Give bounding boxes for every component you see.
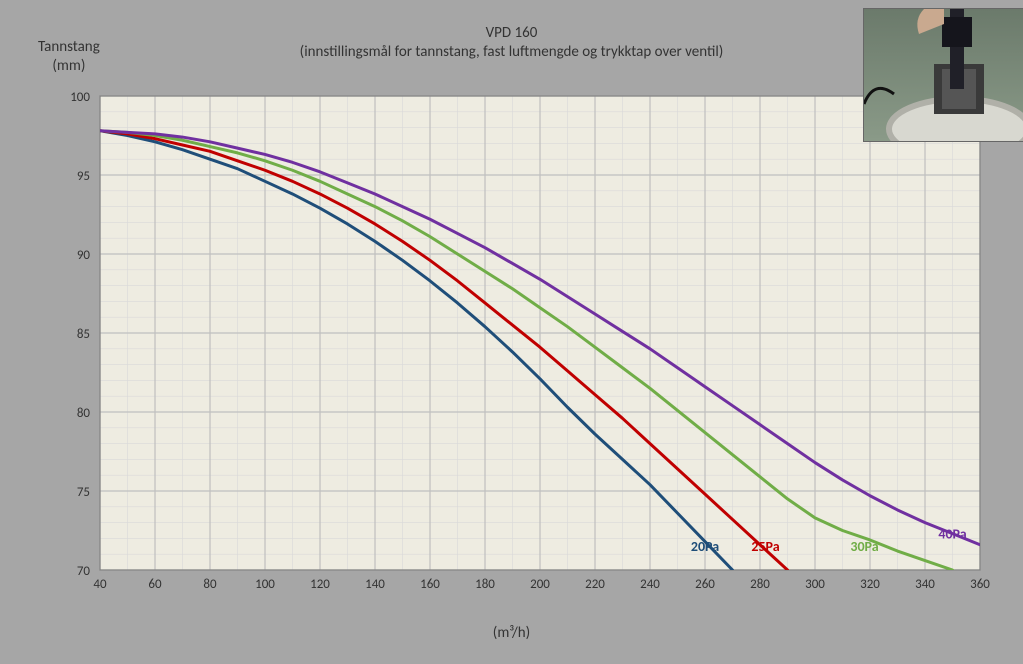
series-label: 25Pa	[751, 538, 779, 555]
chart-container: 40 60 80 100 120 140 160 180 200 220 240 260 280 300 3…	[0, 0, 1023, 664]
x-tick-label: 240	[640, 577, 660, 592]
inset-photo	[863, 8, 1023, 142]
y-tick-label: 75	[77, 485, 90, 500]
y-tick-label: 85	[77, 327, 90, 342]
x-axis-title: (m³/h)	[0, 624, 1023, 642]
x-tick-label: 320	[860, 577, 880, 592]
x-tick-label: 200	[530, 577, 550, 592]
x-tick-label: 60	[148, 577, 162, 592]
inset-photo-svg	[864, 9, 1023, 141]
series-label: 40Pa	[938, 525, 966, 542]
y-tick-label: 100	[70, 90, 90, 105]
x-tick-label: 120	[310, 577, 330, 592]
y-tick-label: 90	[77, 248, 91, 263]
y-tick-label: 95	[77, 169, 90, 184]
x-tick-label: 160	[420, 577, 440, 592]
x-tick-label: 100	[255, 577, 275, 592]
chart-title-line2: (innstillingsmål for tannstang, fast luf…	[300, 43, 724, 61]
x-tick-label: 300	[805, 577, 825, 592]
x-tick-label: 80	[203, 577, 217, 592]
x-tick-label: 340	[915, 577, 935, 592]
y-tick-label: 70	[77, 564, 91, 579]
x-tick-label: 220	[585, 577, 605, 592]
x-tick-label: 40	[93, 577, 107, 592]
chart-title-line1: VPD 160	[486, 24, 538, 42]
y-tick-label: 80	[77, 406, 91, 421]
x-tick-label: 140	[365, 577, 385, 592]
x-tick-label: 280	[750, 577, 770, 592]
x-axis-title-text: (m³/h)	[493, 624, 530, 642]
series-label: 30Pa	[850, 538, 878, 555]
x-tick-label: 360	[970, 577, 990, 592]
x-tick-label: 260	[695, 577, 715, 592]
series-label: 20Pa	[691, 538, 719, 555]
x-tick-label: 180	[475, 577, 495, 592]
